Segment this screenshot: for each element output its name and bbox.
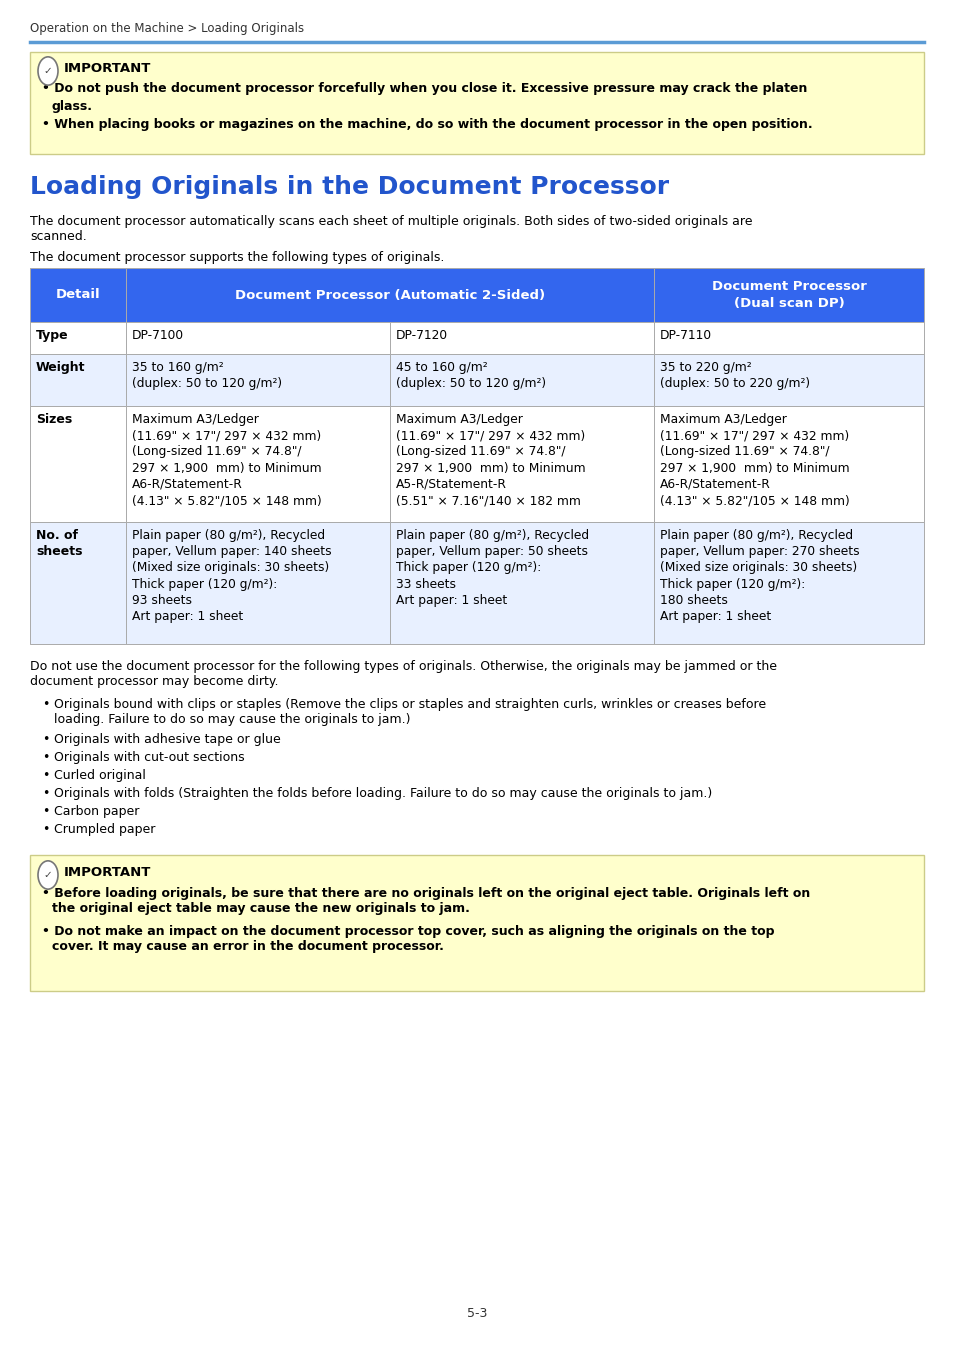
Text: Originals bound with clips or staples (Remove the clips or staples and straighte: Originals bound with clips or staples (R…	[54, 698, 765, 711]
Text: Do not use the document processor for the following types of originals. Otherwis: Do not use the document processor for th…	[30, 660, 776, 674]
Text: 35 to 160 g/m²
(duplex: 50 to 120 g/m²): 35 to 160 g/m² (duplex: 50 to 120 g/m²)	[132, 360, 282, 390]
Bar	[30, 406, 126, 522]
Text: The document processor supports the following types of originals.: The document processor supports the foll…	[30, 251, 444, 265]
Text: Curled original: Curled original	[54, 769, 146, 782]
Bar	[126, 406, 390, 522]
Bar	[30, 323, 126, 354]
Text: • Do not push the document processor forcefully when you close it. Excessive pre: • Do not push the document processor for…	[42, 82, 806, 94]
Text: Loading Originals in the Document Processor: Loading Originals in the Document Proces…	[30, 176, 668, 198]
Bar	[126, 354, 390, 406]
Circle shape	[38, 57, 58, 85]
Text: glass.: glass.	[52, 100, 92, 113]
Text: • When placing books or magazines on the machine, do so with the document proces: • When placing books or magazines on the…	[42, 117, 812, 131]
Text: •: •	[42, 805, 50, 818]
Text: DP-7100: DP-7100	[132, 329, 184, 342]
Bar	[126, 323, 390, 354]
Text: Document Processor (Automatic 2-Sided): Document Processor (Automatic 2-Sided)	[234, 289, 544, 301]
Bar	[30, 522, 126, 644]
Text: cover. It may cause an error in the document processor.: cover. It may cause an error in the docu…	[52, 940, 443, 953]
Text: No. of
sheets: No. of sheets	[36, 529, 82, 558]
Text: scanned.: scanned.	[30, 230, 87, 243]
Bar	[654, 354, 923, 406]
Text: 45 to 160 g/m²
(duplex: 50 to 120 g/m²): 45 to 160 g/m² (duplex: 50 to 120 g/m²)	[395, 360, 545, 390]
Bar	[390, 354, 654, 406]
Text: loading. Failure to do so may cause the originals to jam.): loading. Failure to do so may cause the …	[54, 713, 410, 726]
Bar	[126, 522, 390, 644]
Bar	[654, 522, 923, 644]
Bar	[654, 406, 923, 522]
Text: Originals with folds (Straighten the folds before loading. Failure to do so may : Originals with folds (Straighten the fol…	[54, 787, 712, 801]
Text: IMPORTANT: IMPORTANT	[64, 62, 152, 76]
Bar	[30, 354, 126, 406]
Bar	[390, 406, 654, 522]
Bar	[30, 269, 126, 323]
Text: 5-3: 5-3	[466, 1307, 487, 1320]
Text: IMPORTANT: IMPORTANT	[64, 865, 152, 879]
Text: Carbon paper: Carbon paper	[54, 805, 139, 818]
Text: Weight: Weight	[36, 360, 86, 374]
Text: •: •	[42, 698, 50, 711]
Text: Document Processor
(Dual scan DP): Document Processor (Dual scan DP)	[711, 281, 865, 309]
Text: document processor may become dirty.: document processor may become dirty.	[30, 675, 278, 688]
Text: •: •	[42, 733, 50, 747]
Text: DP-7110: DP-7110	[659, 329, 711, 342]
Text: Maximum A3/Ledger
(11.69" × 17"/ 297 × 432 mm)
(Long-sized 11.69" × 74.8"/
297 ×: Maximum A3/Ledger (11.69" × 17"/ 297 × 4…	[132, 413, 321, 508]
Text: The document processor automatically scans each sheet of multiple originals. Bot: The document processor automatically sca…	[30, 215, 752, 228]
Text: •: •	[42, 824, 50, 836]
Bar	[30, 855, 923, 991]
Text: Crumpled paper: Crumpled paper	[54, 824, 155, 836]
Text: 35 to 220 g/m²
(duplex: 50 to 220 g/m²): 35 to 220 g/m² (duplex: 50 to 220 g/m²)	[659, 360, 809, 390]
Text: Plain paper (80 g/m²), Recycled
paper, Vellum paper: 270 sheets
(Mixed size orig: Plain paper (80 g/m²), Recycled paper, V…	[659, 529, 859, 622]
Text: Type: Type	[36, 329, 69, 342]
Bar	[390, 323, 654, 354]
Text: Sizes: Sizes	[36, 413, 72, 427]
Bar	[30, 53, 923, 154]
Text: Detail: Detail	[55, 289, 100, 301]
Text: •: •	[42, 787, 50, 801]
Text: Originals with adhesive tape or glue: Originals with adhesive tape or glue	[54, 733, 280, 747]
Text: • Before loading originals, be sure that there are no originals left on the orig: • Before loading originals, be sure that…	[42, 887, 809, 900]
Circle shape	[38, 861, 58, 890]
Text: ✓: ✓	[44, 66, 52, 76]
Text: Originals with cut-out sections: Originals with cut-out sections	[54, 751, 244, 764]
Bar	[390, 522, 654, 644]
Text: •: •	[42, 751, 50, 764]
Text: the original eject table may cause the new originals to jam.: the original eject table may cause the n…	[52, 902, 470, 915]
Text: Maximum A3/Ledger
(11.69" × 17"/ 297 × 432 mm)
(Long-sized 11.69" × 74.8"/
297 ×: Maximum A3/Ledger (11.69" × 17"/ 297 × 4…	[659, 413, 849, 508]
Text: Operation on the Machine > Loading Originals: Operation on the Machine > Loading Origi…	[30, 22, 304, 35]
Text: ✓: ✓	[44, 869, 52, 880]
Text: •: •	[42, 769, 50, 782]
Bar	[654, 323, 923, 354]
Text: • Do not make an impact on the document processor top cover, such as aligning th: • Do not make an impact on the document …	[42, 925, 774, 938]
Bar	[654, 269, 923, 323]
Text: Maximum A3/Ledger
(11.69" × 17"/ 297 × 432 mm)
(Long-sized 11.69" × 74.8"/
297 ×: Maximum A3/Ledger (11.69" × 17"/ 297 × 4…	[395, 413, 585, 508]
Text: Plain paper (80 g/m²), Recycled
paper, Vellum paper: 140 sheets
(Mixed size orig: Plain paper (80 g/m²), Recycled paper, V…	[132, 529, 332, 622]
Bar	[126, 269, 654, 323]
Text: DP-7120: DP-7120	[395, 329, 448, 342]
Text: Plain paper (80 g/m²), Recycled
paper, Vellum paper: 50 sheets
Thick paper (120 : Plain paper (80 g/m²), Recycled paper, V…	[395, 529, 589, 606]
